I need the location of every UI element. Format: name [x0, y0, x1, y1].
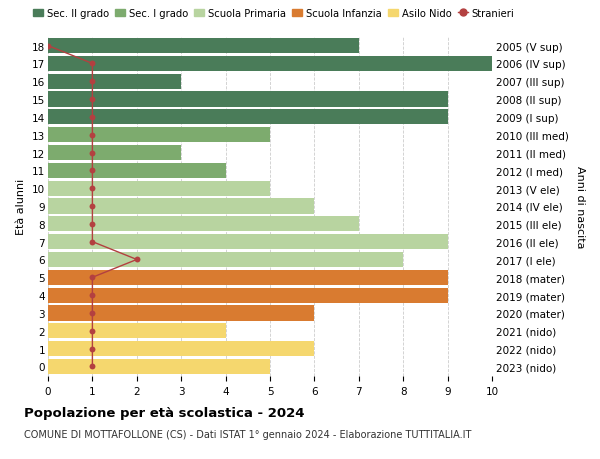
Point [88, 168, 97, 175]
Point [88, 203, 97, 210]
Point [88, 327, 97, 335]
Point [88, 132, 97, 139]
Point [88, 238, 97, 246]
Bar [48, 110, 448, 125]
Bar [48, 217, 359, 232]
Point [88, 363, 97, 370]
Point [88, 185, 97, 192]
Bar [48, 74, 181, 90]
Point [88, 61, 97, 68]
Bar [48, 146, 181, 161]
Point [88, 221, 97, 228]
Point [43, 43, 53, 50]
Point [88, 274, 97, 281]
Text: COMUNE DI MOTTAFOLLONE (CS) - Dati ISTAT 1° gennaio 2024 - Elaborazione TUTTITAL: COMUNE DI MOTTAFOLLONE (CS) - Dati ISTAT… [24, 429, 472, 439]
Point [88, 345, 97, 353]
Bar [48, 92, 448, 107]
Y-axis label: Età alunni: Età alunni [16, 179, 26, 235]
Bar [48, 324, 226, 339]
Bar [48, 288, 448, 303]
Legend: Sec. II grado, Sec. I grado, Scuola Primaria, Scuola Infanzia, Asilo Nido, Stran: Sec. II grado, Sec. I grado, Scuola Prim… [29, 5, 518, 23]
Bar [48, 57, 492, 72]
Point [88, 150, 97, 157]
Bar [48, 39, 359, 54]
Bar [48, 235, 448, 250]
Bar [48, 270, 448, 285]
Bar [48, 181, 270, 196]
Y-axis label: Anni di nascita: Anni di nascita [575, 165, 584, 248]
Text: Popolazione per età scolastica - 2024: Popolazione per età scolastica - 2024 [24, 406, 305, 419]
Point [88, 292, 97, 299]
Bar [48, 359, 270, 374]
Point [88, 114, 97, 121]
Point [88, 96, 97, 104]
Bar [48, 341, 314, 356]
Point [88, 309, 97, 317]
Point [88, 78, 97, 86]
Bar [48, 306, 314, 321]
Bar [48, 199, 314, 214]
Bar [48, 252, 403, 268]
Point [132, 256, 142, 263]
Bar [48, 128, 270, 143]
Bar [48, 163, 226, 179]
